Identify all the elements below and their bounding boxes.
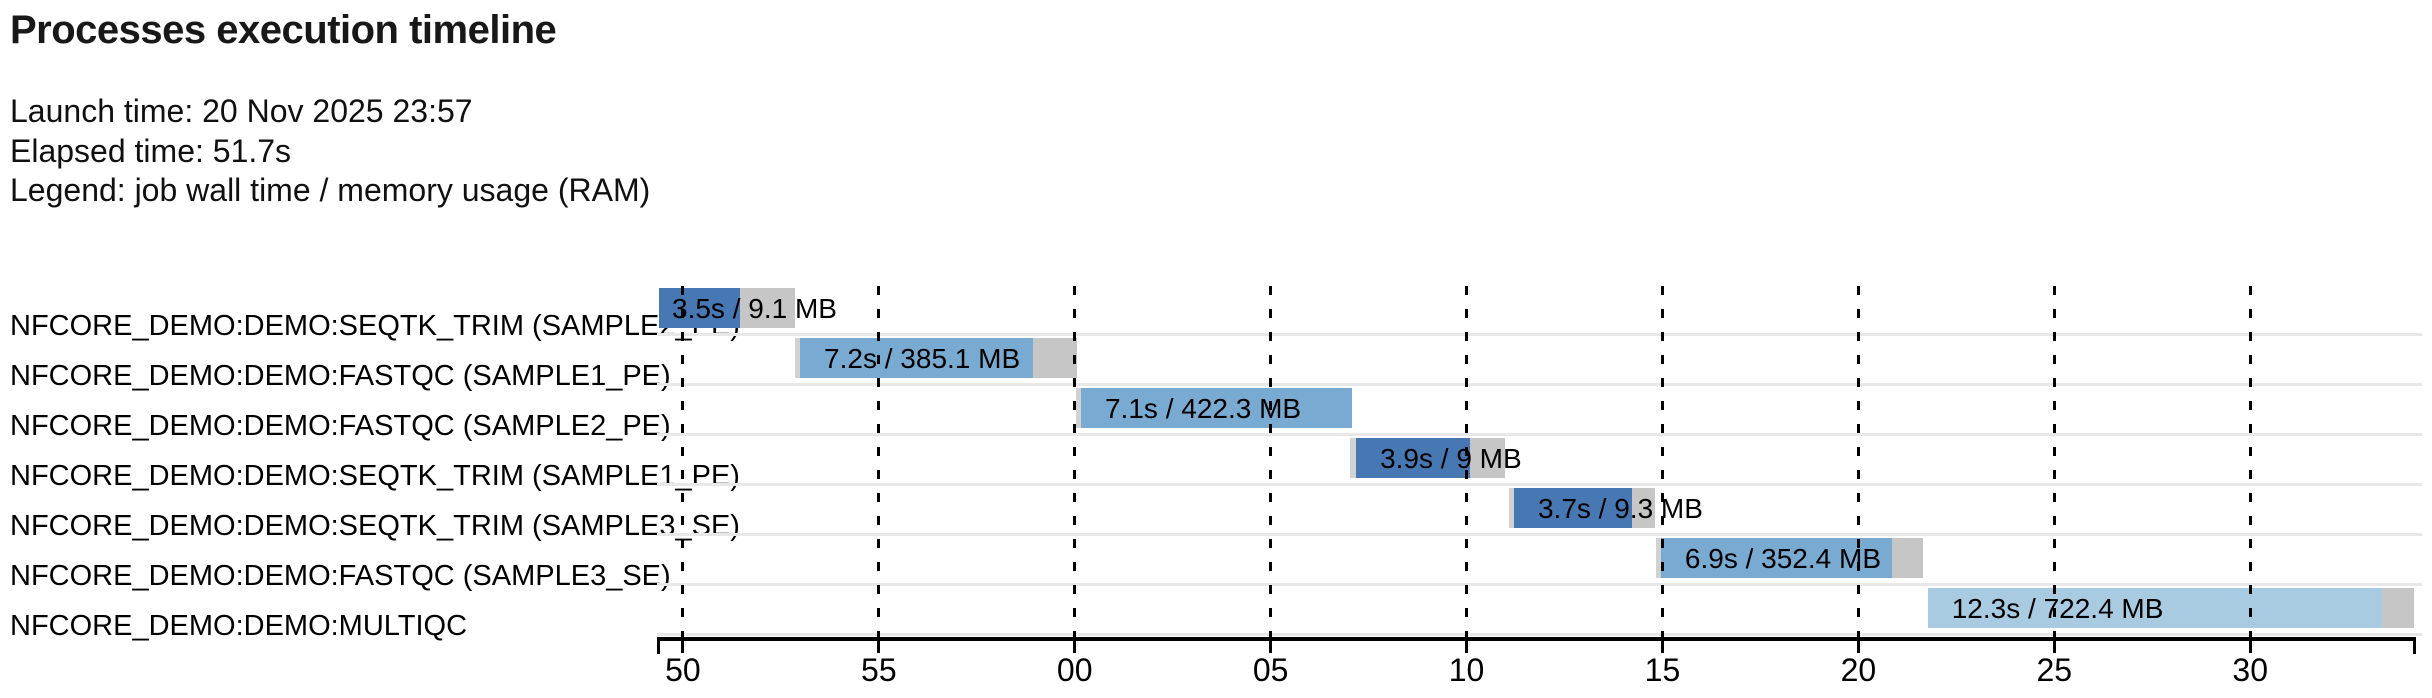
task-bar-value: 6.9s / 352.4 MB [1684, 543, 1881, 574]
task-bar-lead-segment [1075, 388, 1081, 428]
axis-tick-label: 50 [665, 652, 701, 688]
process-label: NFCORE_DEMO:DEMO:SEQTK_TRIM (SAMPLE1_PE) [10, 460, 740, 492]
grid-line [1660, 286, 1664, 637]
task-bar-run-segment [1513, 488, 1632, 528]
axis-tick [1073, 641, 1077, 653]
task-bar-run-segment [1660, 538, 1892, 578]
task-bar-value: 7.2s / 385.1 MB [824, 343, 1021, 374]
axis-tick [681, 641, 685, 653]
axis-end-tick [2413, 637, 2416, 654]
axis-tick-label: 00 [1056, 652, 1093, 688]
axis-tick-label: 20 [1840, 652, 1877, 688]
axis-tick-label: 10 [1448, 652, 1485, 688]
grid-line [681, 286, 685, 637]
grid-line [2248, 286, 2252, 637]
task-bar-value: 12.3s / 722.4 MB [1951, 593, 2164, 624]
run-meta: Launch time: 20 Nov 2025 23:57 Elapsed t… [10, 92, 650, 211]
axis-tick [877, 641, 881, 653]
process-label: NFCORE_DEMO:DEMO:FASTQC (SAMPLE1_PE) [10, 360, 671, 392]
axis-tick [2248, 641, 2252, 653]
axis-tick-label: 25 [2036, 652, 2073, 688]
process-label: NFCORE_DEMO:DEMO:MULTIQC [10, 610, 468, 642]
row-separator [657, 333, 2422, 336]
axis-tick-label: 55 [861, 652, 897, 688]
axis-tick-label: 15 [1644, 652, 1681, 688]
grid-line [877, 286, 881, 637]
row-separator [657, 583, 2422, 586]
task-bar-tail-segment [1891, 538, 1924, 578]
axis-tick [1269, 641, 1273, 653]
task-bar-tail-segment [2381, 588, 2414, 628]
row-separator [657, 383, 2422, 386]
task-bar-lead-segment [1655, 538, 1661, 578]
launch-time-line: Launch time: 20 Nov 2025 23:57 [10, 93, 473, 129]
task-bar-run-segment [659, 288, 741, 328]
process-label: NFCORE_DEMO:DEMO:FASTQC (SAMPLE3_SE) [10, 560, 671, 592]
task-bar-lead-segment [1349, 438, 1357, 478]
legend-line: Legend: job wall time / memory usage (RA… [10, 172, 651, 208]
task-bar-lead-segment [794, 338, 801, 378]
process-label: NFCORE_DEMO:DEMO:SEQTK_TRIM (SAMPLE3_SE) [10, 510, 740, 542]
task-bar-lead-segment [1508, 488, 1514, 528]
task-bar-tail-segment [1032, 338, 1078, 378]
axis-tick [1660, 641, 1664, 653]
row-separator [657, 533, 2422, 536]
row-separator [657, 433, 2422, 436]
task-bar-tail-segment [740, 288, 795, 328]
elapsed-time-line: Elapsed time: 51.7s [10, 132, 292, 169]
process-label: NFCORE_DEMO:DEMO:SEQTK_TRIM (SAMPLE2_PE) [10, 310, 740, 342]
task-bar-value: 7.1s / 422.3 MB [1104, 393, 1302, 424]
row-separator [657, 633, 2422, 636]
grid-line [1073, 286, 1077, 637]
axis-tick [1465, 641, 1469, 653]
task-bar-run-segment [1080, 388, 1352, 428]
task-bar-run-segment [800, 338, 1033, 378]
task-bar-value: 3.7s / 9.3 MB [1537, 493, 1703, 524]
axis-tick-label: 05 [1252, 652, 1289, 688]
axis-tick [2052, 641, 2056, 653]
axis-tick-label: 30 [2232, 652, 2268, 688]
grid-line [1465, 286, 1469, 637]
page-title: Processes execution timeline [10, 8, 557, 52]
task-bar-value: 3.9s / 9 MB [1380, 443, 1522, 474]
task-bar-tail-segment [1470, 438, 1505, 478]
grid-line [1856, 286, 1860, 637]
process-label: NFCORE_DEMO:DEMO:FASTQC (SAMPLE2_PE) [10, 410, 671, 442]
task-bar-run-segment [1356, 438, 1471, 478]
task-bar-value: 3.5s / 9.1 MB [672, 293, 837, 324]
grid-line [1269, 286, 1273, 637]
row-separator [657, 483, 2422, 486]
task-bar-tail-segment [1631, 488, 1656, 528]
axis-end-tick [657, 637, 660, 654]
task-bar-run-segment [1927, 588, 2382, 628]
time-axis [657, 637, 2416, 641]
grid-line [2052, 286, 2056, 637]
axis-tick [1856, 641, 1860, 653]
